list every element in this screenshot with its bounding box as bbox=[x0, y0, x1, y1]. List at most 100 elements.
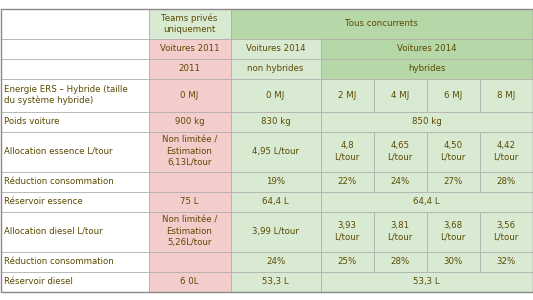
Text: Allocation essence L/tour: Allocation essence L/tour bbox=[4, 147, 113, 156]
Bar bbox=[1, 251, 149, 272]
Text: 24%: 24% bbox=[266, 257, 285, 266]
Text: 8 MJ: 8 MJ bbox=[497, 91, 515, 100]
Bar bbox=[374, 251, 426, 272]
Text: hybrides: hybrides bbox=[408, 64, 445, 73]
Bar bbox=[1, 272, 149, 292]
Bar bbox=[1, 191, 149, 212]
Text: 28%: 28% bbox=[496, 177, 515, 186]
Bar bbox=[149, 131, 230, 172]
Text: 4 MJ: 4 MJ bbox=[391, 91, 409, 100]
Bar bbox=[1, 79, 149, 112]
Bar bbox=[149, 251, 230, 272]
Bar bbox=[230, 79, 320, 112]
Text: 3,99 L/tour: 3,99 L/tour bbox=[252, 227, 299, 236]
Text: Réservoir essence: Réservoir essence bbox=[4, 197, 83, 206]
Text: 0 MJ: 0 MJ bbox=[266, 91, 285, 100]
Text: Tous concurrents: Tous concurrents bbox=[345, 19, 418, 28]
Bar bbox=[374, 79, 426, 112]
Bar bbox=[320, 131, 374, 172]
Bar bbox=[480, 251, 532, 272]
Bar bbox=[230, 172, 320, 191]
Bar bbox=[230, 38, 320, 58]
Text: 3,81
L/tour: 3,81 L/tour bbox=[387, 221, 413, 242]
Text: 4,50
L/tour: 4,50 L/tour bbox=[440, 141, 466, 161]
Bar bbox=[230, 8, 532, 38]
Text: Energie ERS – Hybride (taille
du système hybride): Energie ERS – Hybride (taille du système… bbox=[4, 85, 128, 105]
Bar bbox=[1, 8, 149, 38]
Text: Réservoir diesel: Réservoir diesel bbox=[4, 277, 74, 286]
Bar bbox=[1, 131, 149, 172]
Bar bbox=[426, 79, 480, 112]
Text: 24%: 24% bbox=[390, 177, 410, 186]
Text: Teams privés
uniquement: Teams privés uniquement bbox=[161, 13, 217, 34]
Bar bbox=[374, 131, 426, 172]
Bar bbox=[149, 191, 230, 212]
Text: 6 MJ: 6 MJ bbox=[444, 91, 462, 100]
Text: 4,95 L/tour: 4,95 L/tour bbox=[252, 147, 299, 156]
Bar bbox=[426, 172, 480, 191]
Bar bbox=[1, 212, 149, 251]
Text: 0 MJ: 0 MJ bbox=[180, 91, 199, 100]
Bar bbox=[320, 251, 374, 272]
Bar bbox=[320, 112, 532, 131]
Bar bbox=[149, 38, 230, 58]
Bar bbox=[426, 212, 480, 251]
Text: 32%: 32% bbox=[496, 257, 515, 266]
Bar bbox=[1, 38, 149, 58]
Text: Non limitée /
Estimation
6,13L/tour: Non limitée / Estimation 6,13L/tour bbox=[162, 136, 217, 167]
Bar bbox=[149, 79, 230, 112]
Text: Voitures 2014: Voitures 2014 bbox=[246, 44, 305, 53]
Bar bbox=[149, 172, 230, 191]
Text: 2 MJ: 2 MJ bbox=[338, 91, 356, 100]
Bar bbox=[320, 172, 374, 191]
Bar bbox=[374, 172, 426, 191]
Text: 4,8
L/tour: 4,8 L/tour bbox=[334, 141, 360, 161]
Bar bbox=[149, 8, 230, 38]
Text: 2011: 2011 bbox=[179, 64, 200, 73]
Text: 19%: 19% bbox=[266, 177, 285, 186]
Bar bbox=[149, 272, 230, 292]
Text: 27%: 27% bbox=[443, 177, 463, 186]
Text: 830 kg: 830 kg bbox=[261, 117, 290, 126]
Text: 4,42
L/tour: 4,42 L/tour bbox=[494, 141, 519, 161]
Bar bbox=[230, 272, 320, 292]
Text: Voitures 2014: Voitures 2014 bbox=[397, 44, 456, 53]
Text: non hybrides: non hybrides bbox=[247, 64, 304, 73]
Bar bbox=[149, 112, 230, 131]
Bar bbox=[480, 131, 532, 172]
Text: Non limitée /
Estimation
5,26L/tour: Non limitée / Estimation 5,26L/tour bbox=[162, 216, 217, 247]
Text: 64,4 L: 64,4 L bbox=[262, 197, 289, 206]
Text: 64,4 L: 64,4 L bbox=[413, 197, 440, 206]
Text: Poids voiture: Poids voiture bbox=[4, 117, 60, 126]
Bar bbox=[320, 58, 532, 79]
Bar bbox=[374, 212, 426, 251]
Text: Allocation diesel L/tour: Allocation diesel L/tour bbox=[4, 227, 103, 236]
Text: 850 kg: 850 kg bbox=[411, 117, 441, 126]
Bar bbox=[1, 58, 149, 79]
Text: 22%: 22% bbox=[337, 177, 357, 186]
Text: 25%: 25% bbox=[337, 257, 357, 266]
Text: 30%: 30% bbox=[443, 257, 463, 266]
Bar bbox=[320, 79, 374, 112]
Bar bbox=[426, 251, 480, 272]
Bar bbox=[480, 212, 532, 251]
Text: 53,3 L: 53,3 L bbox=[262, 277, 289, 286]
Text: 900 kg: 900 kg bbox=[175, 117, 204, 126]
Bar bbox=[480, 79, 532, 112]
Bar bbox=[1, 112, 149, 131]
Bar bbox=[320, 212, 374, 251]
Text: Voitures 2011: Voitures 2011 bbox=[160, 44, 219, 53]
Bar bbox=[230, 191, 320, 212]
Text: 28%: 28% bbox=[390, 257, 410, 266]
Bar bbox=[426, 131, 480, 172]
Bar bbox=[320, 191, 532, 212]
Text: 3,56
L/tour: 3,56 L/tour bbox=[494, 221, 519, 242]
Bar bbox=[149, 212, 230, 251]
Text: 6 0L: 6 0L bbox=[180, 277, 199, 286]
Bar bbox=[230, 251, 320, 272]
Bar bbox=[149, 58, 230, 79]
Text: 75 L: 75 L bbox=[180, 197, 199, 206]
Bar bbox=[230, 212, 320, 251]
Text: 3,68
L/tour: 3,68 L/tour bbox=[440, 221, 466, 242]
Text: 4,65
L/tour: 4,65 L/tour bbox=[387, 141, 413, 161]
